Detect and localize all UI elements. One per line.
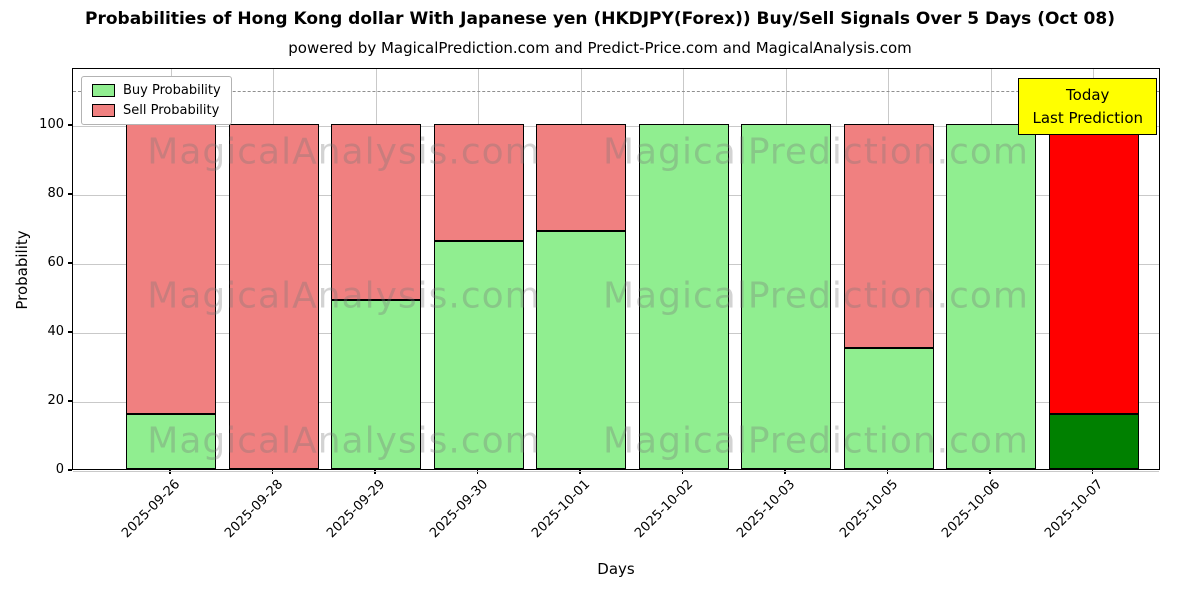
x-tick-mark (989, 470, 991, 474)
watermark-text: MagicalPrediction.com (603, 131, 1029, 173)
y-tick-mark (68, 193, 72, 195)
y-gridline (73, 470, 1159, 472)
legend-label: Sell Probability (123, 103, 220, 118)
x-tick-label: 2025-09-28 (222, 477, 287, 542)
x-tick-label: 2025-09-29 (324, 477, 389, 542)
y-tick-label: 0 (55, 462, 64, 477)
bar-segment-sell-probability (433, 124, 524, 242)
bar-segment-buy-probability (433, 241, 524, 469)
x-tick-mark (784, 470, 786, 474)
bar-segment-sell-probability (843, 124, 934, 349)
x-tick-label: 2025-09-30 (427, 477, 492, 542)
today-annotation-box: Today Last Prediction (1018, 78, 1157, 135)
threshold-dashed-line (73, 90, 1159, 92)
y-tick-label: 20 (47, 393, 64, 408)
x-axis-label: Days (597, 560, 635, 578)
x-tick-mark (886, 470, 889, 474)
x-tick-label: 2025-10-05 (837, 477, 902, 542)
x-tick-mark (1091, 470, 1094, 474)
y-tick-mark (68, 262, 72, 264)
bar-segment-sell-probability (536, 124, 626, 231)
x-tick-label: 2025-10-01 (529, 477, 594, 542)
watermark-text: MagicalPrediction.com (603, 420, 1029, 462)
y-tick-label: 80 (47, 186, 64, 201)
watermark-text: MagicalAnalysis.com (147, 420, 541, 462)
x-tick-mark (579, 470, 581, 474)
watermark-text: MagicalAnalysis.com (147, 275, 541, 317)
x-tick-label: 2025-09-26 (119, 477, 184, 542)
legend-swatch (92, 104, 115, 117)
y-tick-label: 100 (39, 117, 64, 132)
legend: Buy Probability Sell Probability (81, 76, 232, 125)
annotation-line-2: Last Prediction (1032, 108, 1143, 127)
y-tick-mark (68, 400, 72, 402)
chart-title: Probabilities of Hong Kong dollar With J… (85, 9, 1115, 29)
bar-segment-sell-probability (1048, 124, 1139, 414)
bar-segment-buy-probability (331, 299, 421, 469)
bar-segment-sell-probability (331, 124, 421, 300)
y-tick-mark (68, 469, 72, 471)
x-tick-label: 2025-10-06 (939, 477, 1004, 542)
x-tick-mark (374, 470, 376, 474)
bar-segment-buy-probability (126, 413, 216, 469)
legend-label: Buy Probability (123, 83, 221, 98)
plot-area: Buy Probability Sell Probability (72, 68, 1160, 472)
bar-segment-buy-probability (741, 124, 831, 469)
legend-swatch (92, 84, 115, 97)
chart-subtitle: powered by MagicalPrediction.com and Pre… (288, 39, 912, 57)
y-tick-mark (68, 331, 72, 333)
bar-segment-buy-probability (1048, 413, 1139, 469)
bar-segment-buy-probability (843, 348, 934, 469)
bar-segment-buy-probability (946, 124, 1036, 469)
annotation-line-1: Today (1066, 86, 1110, 104)
bar-segment-buy-probability (536, 230, 626, 469)
x-tick-label: 2025-10-07 (1042, 477, 1107, 542)
watermark-text: MagicalPrediction.com (603, 275, 1029, 317)
bar-segment-buy-probability (638, 124, 729, 469)
y-axis-label: Probability (13, 230, 31, 310)
y-tick-mark (68, 124, 72, 126)
bar-segment-sell-probability (126, 124, 216, 414)
x-tick-mark (169, 470, 171, 474)
y-tick-label: 60 (47, 255, 64, 270)
watermark-text: MagicalAnalysis.com (147, 131, 541, 173)
x-tick-mark (271, 470, 274, 474)
x-tick-label: 2025-10-03 (734, 477, 799, 542)
x-tick-label: 2025-10-02 (632, 477, 697, 542)
legend-item: Sell Probability (92, 103, 221, 118)
y-tick-label: 40 (47, 324, 64, 339)
x-tick-mark (681, 470, 684, 474)
x-tick-mark (476, 470, 479, 474)
legend-item: Buy Probability (92, 83, 221, 98)
bar-segment-sell-probability (228, 124, 319, 469)
